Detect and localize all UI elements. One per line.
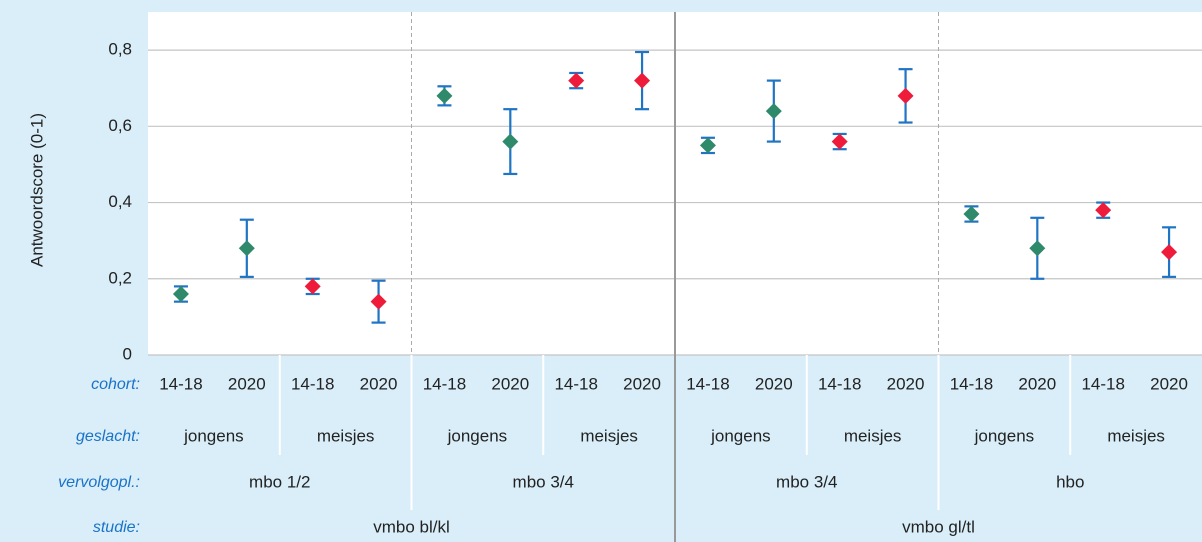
category-label: 2020: [623, 374, 661, 393]
category-label: mbo 3/4: [776, 472, 837, 491]
marker: [897, 87, 914, 104]
category-label: meisjes: [1107, 426, 1165, 445]
marker: [370, 293, 387, 310]
category-label: 14-18: [159, 374, 202, 393]
category-label: 2020: [755, 374, 793, 393]
marker: [304, 278, 321, 295]
category-label: meisjes: [317, 426, 375, 445]
y-tick-label: 0,2: [108, 268, 132, 287]
marker: [634, 72, 651, 89]
category-label: 14-18: [291, 374, 334, 393]
category-label: 14-18: [950, 374, 993, 393]
marker: [1029, 240, 1046, 257]
y-tick-label: 0,4: [108, 192, 132, 211]
marker: [436, 87, 453, 104]
level-label: studie:: [93, 519, 140, 536]
marker: [1095, 202, 1112, 219]
category-label: jongens: [710, 426, 771, 445]
category-label: 2020: [887, 374, 925, 393]
marker: [502, 133, 519, 150]
category-label: mbo 1/2: [249, 472, 310, 491]
category-label: 2020: [228, 374, 266, 393]
y-axis-label: Antwoordscore (0-1): [27, 113, 46, 267]
marker: [172, 286, 189, 303]
category-label: 14-18: [423, 374, 466, 393]
category-label: vmbo bl/kl: [373, 517, 450, 536]
marker: [831, 133, 848, 150]
level-label: cohort:: [91, 376, 140, 393]
category-label: jongens: [974, 426, 1035, 445]
marker: [963, 205, 980, 222]
y-tick-label: 0: [123, 344, 132, 363]
category-label: meisjes: [844, 426, 902, 445]
category-label: jongens: [183, 426, 244, 445]
category-label: 14-18: [818, 374, 861, 393]
category-label: meisjes: [580, 426, 638, 445]
category-label: 2020: [1018, 374, 1056, 393]
category-label: 14-18: [1081, 374, 1124, 393]
y-tick-label: 0,6: [108, 116, 132, 135]
marker: [568, 72, 585, 89]
marker: [238, 240, 255, 257]
category-label: jongens: [447, 426, 508, 445]
category-label: hbo: [1056, 472, 1084, 491]
marker: [765, 103, 782, 120]
level-label: geslacht:: [76, 428, 140, 445]
category-label: vmbo gl/tl: [902, 517, 975, 536]
category-label: 2020: [1150, 374, 1188, 393]
category-label: 2020: [491, 374, 529, 393]
category-label: 14-18: [554, 374, 597, 393]
marker: [1161, 244, 1178, 261]
category-label: 2020: [360, 374, 398, 393]
category-label: mbo 3/4: [513, 472, 574, 491]
marker: [699, 137, 716, 154]
level-label: vervolgopl.:: [58, 474, 140, 491]
category-label: 14-18: [686, 374, 729, 393]
y-tick-label: 0,8: [108, 40, 132, 59]
